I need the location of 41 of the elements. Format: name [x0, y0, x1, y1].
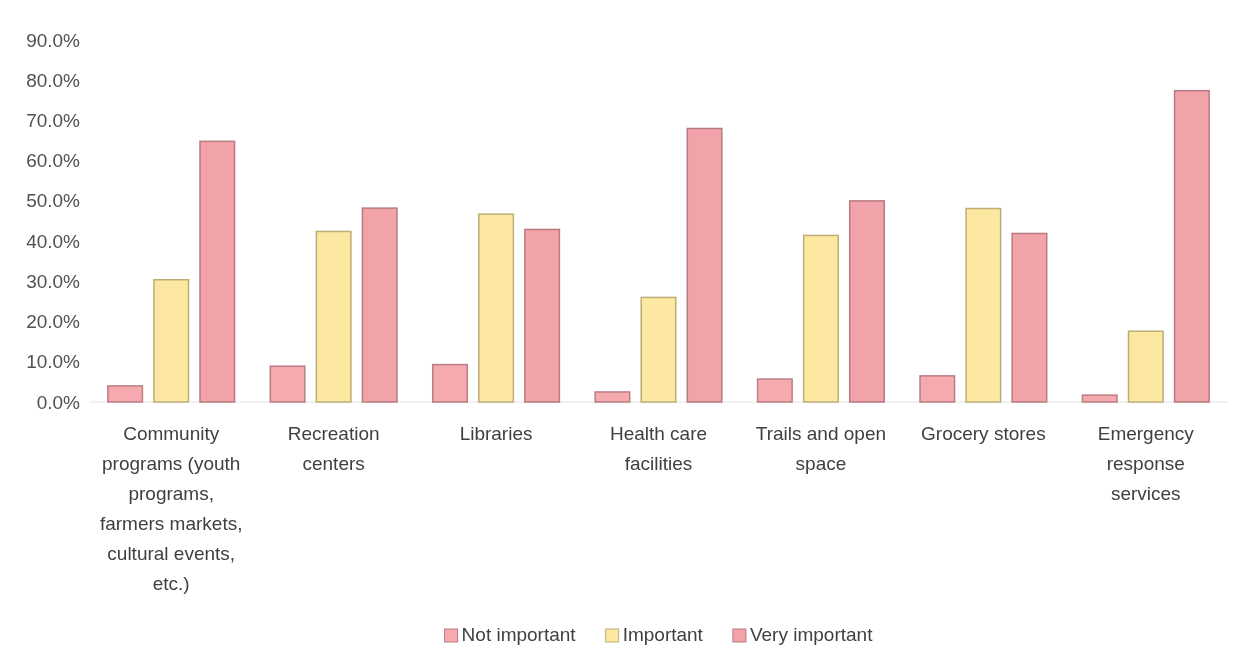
y-tick-label: 20.0% [26, 311, 81, 333]
y-tick-label: 60.0% [26, 150, 81, 172]
y-tick-label: 70.0% [26, 110, 81, 132]
bar [524, 228, 561, 403]
bar [1127, 330, 1164, 403]
bar [199, 140, 236, 403]
y-tick-label: 10.0% [26, 351, 81, 373]
bar [1081, 394, 1118, 403]
bar [269, 365, 306, 403]
bar [965, 207, 1002, 403]
x-tick-label: Libraries [459, 423, 533, 444]
bar [848, 200, 886, 403]
x-tick-label: Recreation centers [287, 423, 380, 474]
bar [1173, 89, 1210, 403]
y-tick-label: 50.0% [26, 190, 81, 212]
x-tick-label: Community programs (youth programs, farmers markets, cultural events, etc.) [99, 423, 243, 594]
legend-label: Not important [461, 624, 577, 645]
y-tick-label: 40.0% [26, 230, 81, 252]
x-tick-label: Trails and open space [755, 423, 887, 474]
bar [431, 363, 469, 403]
bar [756, 378, 793, 403]
y-tick-label: 0.0% [36, 391, 81, 413]
bar [802, 234, 839, 403]
bar [686, 127, 723, 403]
x-tick-label: Health care facilities [609, 423, 708, 474]
x-tick-label: Emergency response services [1097, 423, 1195, 504]
bar [1011, 232, 1048, 403]
y-tick-label: 30.0% [26, 270, 81, 292]
legend-label: Very important [749, 624, 874, 645]
legend-label: Important [622, 624, 704, 645]
bar [478, 213, 515, 403]
bar [919, 375, 956, 403]
x-tick-label: Grocery stores [921, 423, 1046, 444]
bar [315, 230, 352, 403]
bar [153, 278, 190, 403]
bar [361, 207, 398, 403]
y-tick-label: 90.0% [26, 29, 81, 51]
bar [594, 391, 631, 403]
y-tick-label: 80.0% [26, 69, 81, 91]
bar [640, 296, 677, 403]
bar [107, 385, 144, 403]
